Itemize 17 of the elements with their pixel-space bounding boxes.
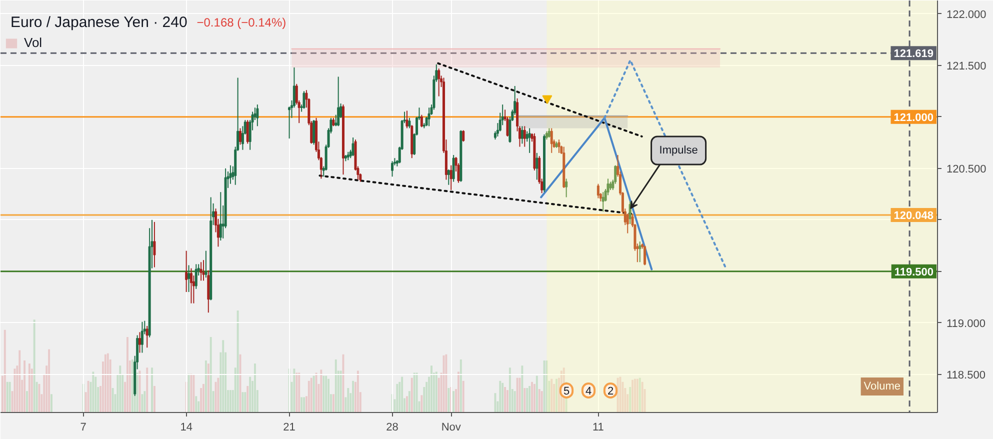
x-tick-label: Nov bbox=[441, 422, 462, 434]
text: −0.168 (−0.14%) bbox=[196, 16, 286, 30]
y-tick-label: 119.000 bbox=[946, 318, 986, 330]
x-tick-label: 21 bbox=[283, 422, 296, 434]
x-tick-label: 11 bbox=[592, 422, 604, 434]
y-tick-label: 122.000 bbox=[946, 8, 986, 21]
x-tick-label: 14 bbox=[180, 422, 192, 434]
y-tick-label: 121.500 bbox=[946, 60, 986, 72]
y-tick-label: 118.500 bbox=[946, 369, 986, 382]
x-tick-label: 7 bbox=[80, 422, 86, 434]
ref-line-label: 120.048 bbox=[894, 210, 934, 222]
ref-line-label: 121.619 bbox=[894, 48, 934, 60]
ref-line-label: 119.500 bbox=[894, 266, 934, 278]
x-tick-label: 28 bbox=[386, 422, 398, 434]
ref-line-label: 121.000 bbox=[894, 112, 934, 124]
y-tick-label: 120.500 bbox=[946, 163, 986, 176]
text: Euro / Japanese Yen · 240 bbox=[10, 14, 188, 31]
